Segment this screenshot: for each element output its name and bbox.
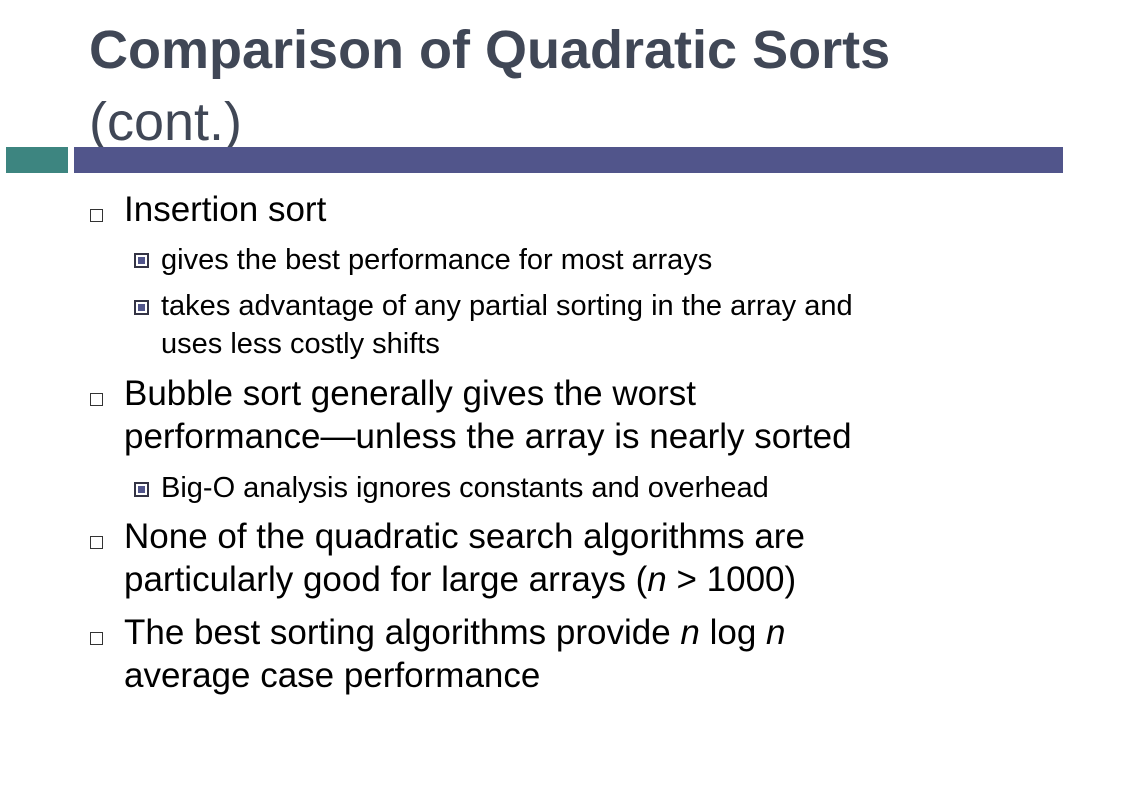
bullet-square-icon: [90, 209, 103, 222]
sub-bullet-square-icon: [134, 300, 149, 315]
title-accent-bar: [6, 147, 68, 173]
bullet-square-icon: [90, 536, 103, 549]
bullet-insertion-sort: Insertion sort: [124, 190, 327, 229]
bullet-bubble-sort-line2: performance—unless the array is nearly s…: [124, 417, 852, 456]
sub-bullet-square-icon: [134, 253, 149, 268]
sub-bullet-best-performance: gives the best performance for most arra…: [161, 244, 713, 276]
slide-subtitle: (cont.): [89, 92, 243, 152]
title-divider-bar: [74, 147, 1063, 173]
bullet-none-quadratic-line1: None of the quadratic search algorithms …: [124, 517, 805, 556]
bullet-best-sorting-line1: The best sorting algorithms provide n lo…: [124, 613, 786, 652]
slide-title: Comparison of Quadratic Sorts: [89, 20, 891, 80]
bullet-square-icon: [90, 393, 103, 406]
bullet-bubble-sort-line1: Bubble sort generally gives the worst: [124, 374, 696, 413]
bullet-square-icon: [90, 632, 103, 645]
sub-bullet-partial-sorting-line2: uses less costly shifts: [161, 328, 440, 360]
sub-bullet-big-o: Big-O analysis ignores constants and ove…: [161, 472, 769, 504]
bullet-best-sorting-line2: average case performance: [124, 656, 541, 695]
sub-bullet-partial-sorting-line1: takes advantage of any partial sorting i…: [161, 290, 853, 322]
sub-bullet-square-icon: [134, 482, 149, 497]
bullet-none-quadratic-line2: particularly good for large arrays (n > …: [124, 560, 797, 599]
